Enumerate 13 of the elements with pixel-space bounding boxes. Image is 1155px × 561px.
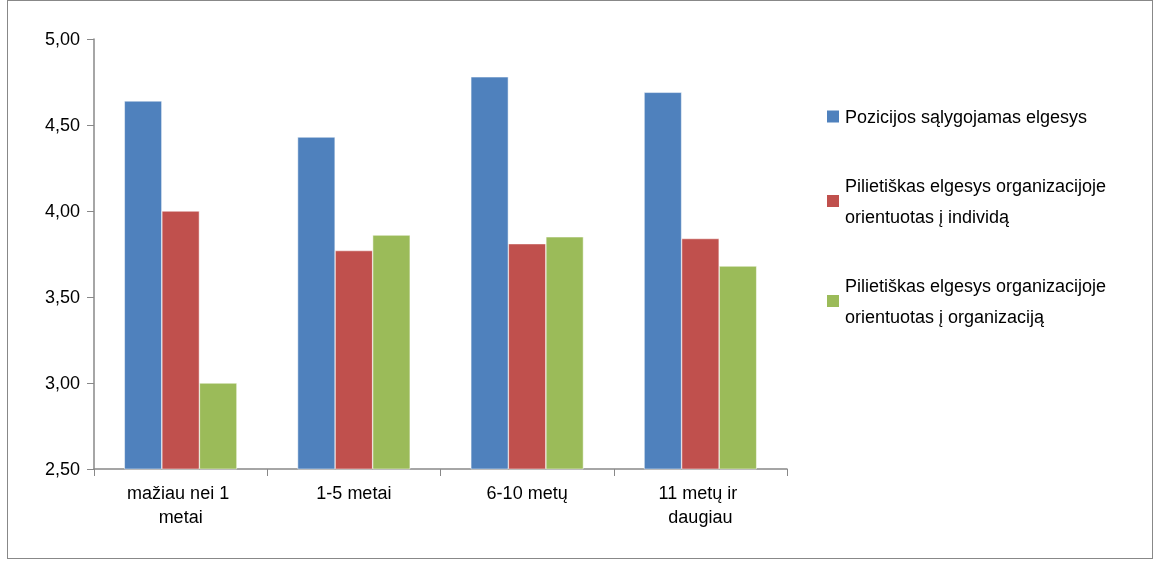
x-tick-label: 6-10 metų — [486, 483, 568, 503]
y-tick-label: 4,50 — [44, 115, 80, 135]
y-tick-label: 4,00 — [44, 201, 80, 221]
x-tick-label: 1-5 metai — [316, 483, 392, 503]
legend-label: Pilietiškas elgesys organizacijoje orientuotas į individą — [845, 175, 1112, 227]
legend-label: Pilietiškas elgesys organizacijoje orientuotas į organizaciją — [845, 275, 1112, 327]
y-tick-label: 5,00 — [44, 29, 80, 49]
legend-label: Pozicijos sąlygojamas elgesys — [845, 106, 1088, 127]
y-tick-label: 3,00 — [44, 373, 80, 393]
x-tick-label: 11 metų ir daugiau — [658, 483, 743, 527]
y-tick-label: 2,50 — [44, 459, 80, 479]
x-tick-label: mažiau nei 1 metai — [127, 483, 235, 527]
y-tick-label: 3,50 — [44, 287, 80, 307]
